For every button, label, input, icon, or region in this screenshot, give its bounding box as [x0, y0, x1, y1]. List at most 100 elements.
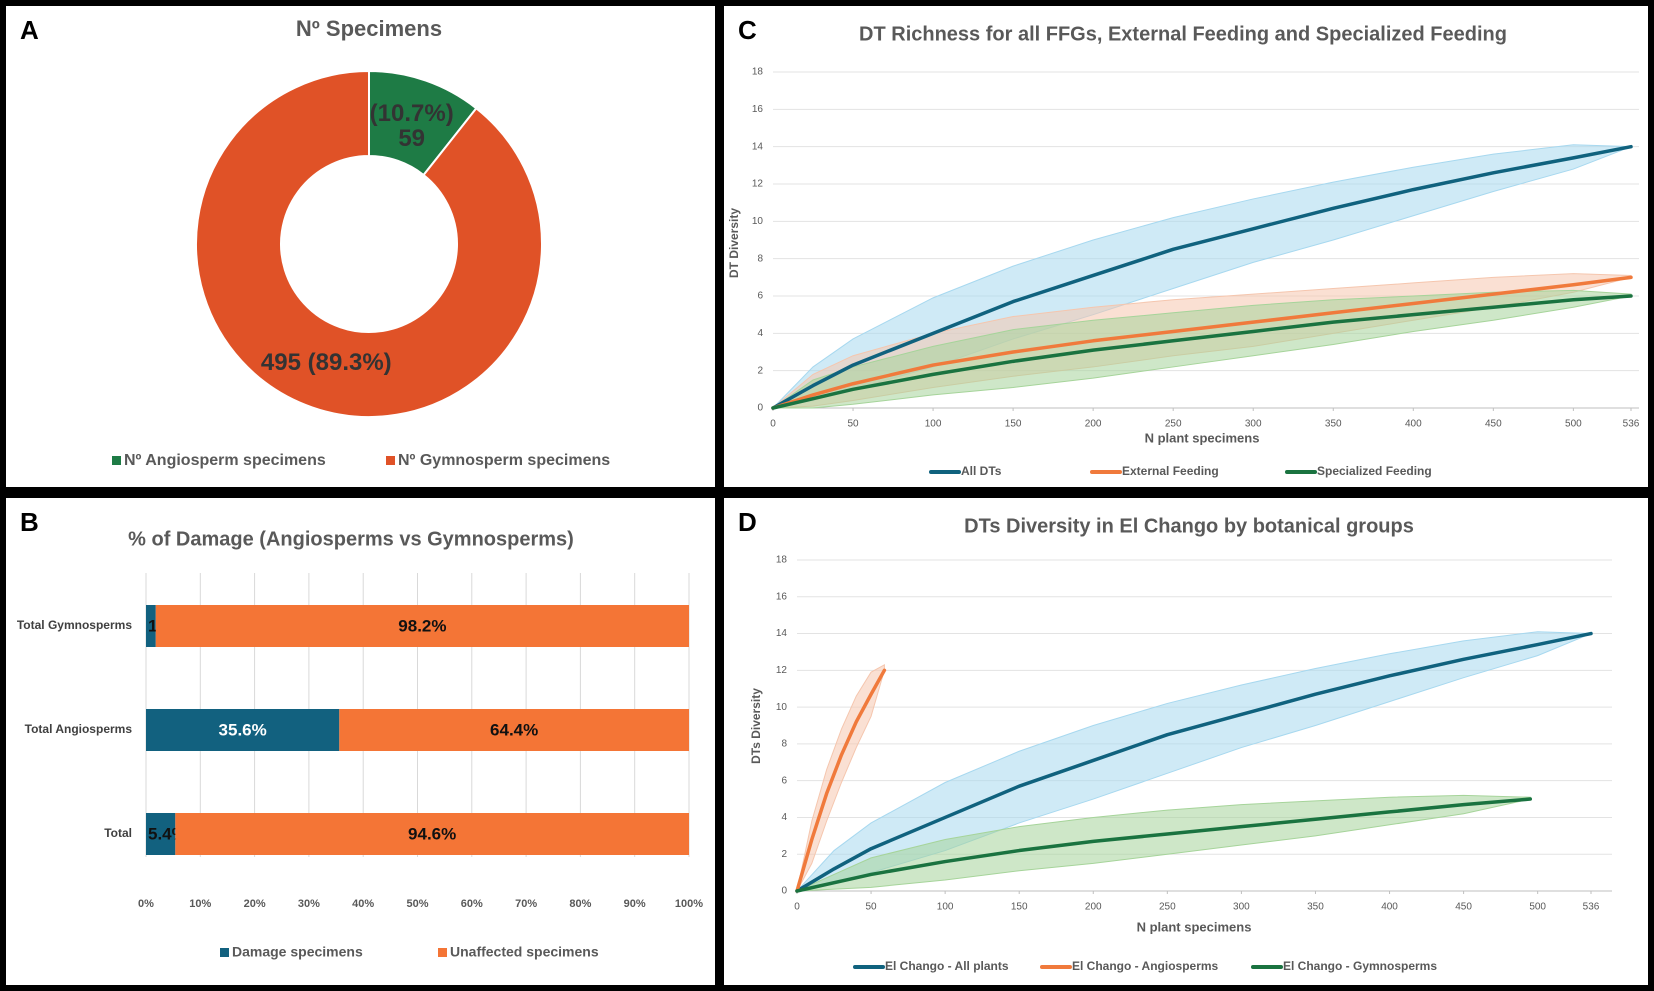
x-tick-label: 90%: [624, 898, 646, 910]
x-tick-label: 50%: [406, 898, 428, 910]
y-tick-label: 2: [757, 365, 763, 376]
chart-title: Nº Specimens: [296, 16, 442, 41]
legend-swatch: [386, 456, 395, 465]
y-tick-label: 4: [757, 328, 763, 339]
y-tick-label: 0: [781, 886, 787, 897]
x-tick-label: 500: [1529, 902, 1546, 913]
x-tick-label: 150: [1005, 419, 1022, 430]
data-label: 94.6%: [408, 824, 456, 843]
x-tick-label: 40%: [352, 898, 374, 910]
panel-d: D DTs Diversity in El Chango by botanical…: [724, 498, 1648, 985]
x-tick-label: 150: [1011, 902, 1028, 913]
x-tick-label: 300: [1233, 902, 1250, 913]
y-tick-label: 0: [757, 403, 763, 414]
data-label: 64.4%: [490, 720, 538, 739]
x-tick-label: 50: [866, 902, 878, 913]
legend-swatch: [112, 456, 121, 465]
x-tick-label: 450: [1455, 902, 1472, 913]
x-tick-label: 536: [1583, 902, 1600, 913]
y-tick-label: 18: [776, 555, 788, 566]
legend-label: Nº Gymnosperm specimens: [398, 452, 610, 469]
y-tick-label: 6: [781, 775, 787, 786]
x-tick-label: 400: [1381, 902, 1398, 913]
bar-segment: [146, 709, 340, 751]
y-tick-label: 14: [776, 628, 788, 639]
y-tick-label: 6: [757, 291, 763, 302]
y-tick-label: Total Angiosperms: [25, 722, 133, 736]
legend-label: Nº Angiosperm specimens: [124, 452, 326, 469]
x-tick-label: 250: [1159, 902, 1176, 913]
data-label: 98.2%: [398, 616, 446, 635]
chart-title: DTs Diversity in El Chango by botanical …: [964, 515, 1414, 537]
donut-slice: [195, 69, 543, 418]
x-tick-label: 250: [1165, 419, 1182, 430]
x-tick-label: 0: [794, 902, 800, 913]
x-tick-label: 50: [847, 419, 859, 430]
x-tick-label: 100: [937, 902, 954, 913]
panel-label: A: [20, 15, 39, 45]
y-tick-label: 8: [757, 253, 763, 264]
x-tick-label: 200: [1085, 902, 1102, 913]
legend-swatch: [220, 948, 229, 957]
x-tick-label: 0: [770, 419, 776, 430]
y-tick-label: Total Gymnosperms: [17, 618, 132, 632]
y-tick-label: 18: [752, 67, 764, 78]
y-tick-label: 2: [781, 849, 787, 860]
legend-swatch: [438, 948, 447, 957]
x-axis-title: N plant specimens: [1145, 430, 1260, 445]
y-tick-label: 12: [752, 179, 764, 190]
legend-label: El Chango - All plants: [885, 959, 1009, 973]
x-tick-label: 500: [1565, 419, 1582, 430]
legend-label: Specialized Feeding: [1317, 464, 1432, 478]
x-tick-label: 60%: [461, 898, 483, 910]
bar-segment: [146, 813, 176, 855]
y-tick-label: 16: [752, 104, 764, 115]
y-axis-title: DTs Diversity: [749, 688, 763, 764]
legend-label: El Chango - Angiosperms: [1072, 959, 1219, 973]
x-axis-title: N plant specimens: [1137, 919, 1252, 934]
legend-label: Unaffected specimens: [450, 944, 599, 960]
confidence-band: [796, 663, 885, 892]
x-tick-label: 350: [1325, 419, 1342, 430]
bar-segment: [175, 813, 689, 855]
bar-chart: B % of Damage (Angiosperms vs Gymnosperms…: [17, 507, 703, 960]
x-tick-label: 10%: [189, 898, 211, 910]
data-label: 35.6%: [219, 720, 267, 739]
y-tick-label: 12: [776, 665, 788, 676]
x-tick-label: 80%: [569, 898, 591, 910]
bar-segment: [146, 605, 156, 647]
x-tick-label: 350: [1307, 902, 1324, 913]
x-tick-label: 20%: [244, 898, 266, 910]
x-tick-label: 450: [1485, 419, 1502, 430]
x-tick-label: 100%: [675, 898, 703, 910]
legend-label: El Chango - Gymnosperms: [1283, 959, 1437, 973]
panel-b: B % of Damage (Angiosperms vs Gymnosperms…: [6, 498, 715, 985]
bar-segment: [339, 709, 689, 751]
y-tick-label: Total: [104, 826, 132, 840]
donut-chart: A Nº Specimens Nº Angiosperm specimens Nº G…: [20, 15, 610, 469]
series-line: [771, 275, 1633, 410]
y-tick-label: 4: [781, 812, 787, 823]
x-tick-label: 300: [1245, 419, 1262, 430]
y-tick-label: 8: [781, 739, 787, 750]
line-chart: C DT Richness for all FFGs, External Feed…: [727, 15, 1640, 478]
series-line: [795, 797, 1533, 893]
panel-label: B: [20, 507, 39, 537]
y-tick-label: 10: [776, 702, 788, 713]
legend-label: External Feeding: [1122, 464, 1219, 478]
x-tick-label: 536: [1623, 419, 1640, 430]
x-tick-label: 30%: [298, 898, 320, 910]
x-tick-label: 70%: [515, 898, 537, 910]
panel-label: C: [738, 15, 757, 45]
panel-label: D: [738, 507, 757, 537]
x-tick-label: 400: [1405, 419, 1422, 430]
y-tick-label: 14: [752, 141, 764, 152]
panel-c: C DT Richness for all FFGs, External Feed…: [724, 6, 1648, 487]
x-tick-label: 100: [925, 419, 942, 430]
data-label: 495 (89.3%): [260, 348, 392, 376]
x-tick-label: 200: [1085, 419, 1102, 430]
chart-title: % of Damage (Angiosperms vs Gymnosperms): [128, 528, 574, 550]
series-line: [771, 144, 1633, 410]
line-chart: D DTs Diversity in El Chango by botanical…: [738, 507, 1612, 973]
